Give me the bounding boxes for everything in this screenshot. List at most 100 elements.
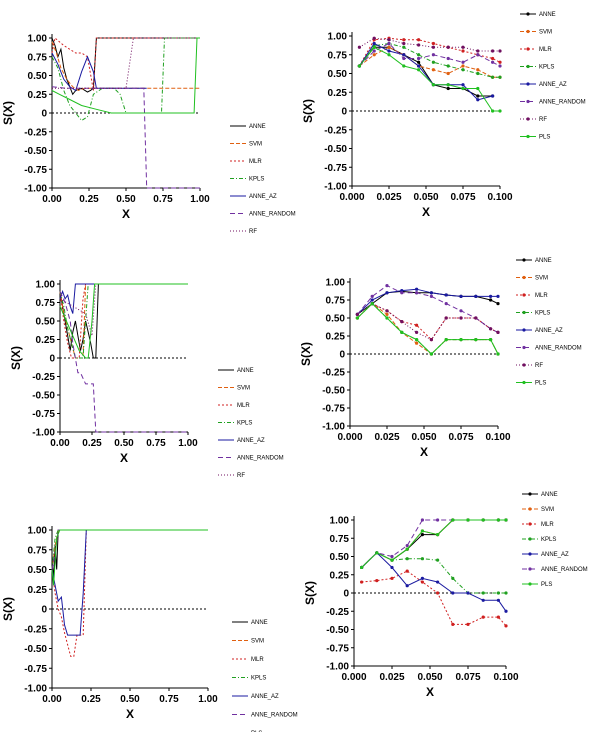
data-point [498,60,502,64]
y-tick-label: -0.75 [32,409,55,420]
x-tick-label: 0.50 [120,694,140,705]
series-anne-az [355,287,500,316]
legend-label: MLR [237,403,250,409]
data-point [436,558,440,562]
legend-label: ANNE_AZ [539,82,567,88]
y-tick-label: -0.25 [32,372,55,383]
x-axis-label: X [122,207,130,221]
data-point [496,294,500,298]
x-tick-label: 0.050 [417,672,442,683]
x-tick-label: 1.00 [178,438,198,449]
legend-entry: KPLS [218,421,252,427]
x-tick-label: 0.25 [79,194,99,205]
data-point [461,49,465,53]
data-point [357,45,361,49]
series-pls [51,37,200,114]
data-point [390,576,394,580]
data-point [370,294,374,298]
data-point [489,327,493,331]
data-point [415,323,419,327]
legend-entry: ANNE_AZ [522,552,569,558]
series-line [59,291,188,433]
data-point [385,284,389,288]
legend-entry: KPLS [522,537,556,543]
series-mlr [51,529,208,657]
data-point [387,38,391,42]
series-line [51,37,200,122]
legend-label: ANNE_AZ [541,552,569,558]
y-tick-label: -0.75 [324,163,347,174]
legend-entry: ANNE_AZ [218,438,265,444]
y-tick-label: 0 [341,107,347,118]
y-tick-label: 0.75 [330,534,350,545]
data-point [400,330,404,334]
data-point [405,569,409,573]
series-line [59,283,188,359]
x-tick-label: 0.050 [411,432,436,443]
series-line [361,519,506,568]
y-axis-label: S(X) [303,581,317,605]
data-point [489,294,493,298]
legend-label: KPLS [539,65,554,71]
series-line [51,529,208,578]
y-tick-label: -0.75 [322,404,345,415]
data-point [420,529,424,533]
y-tick-label: 0 [41,605,47,616]
legend-entry: MLR [230,159,262,165]
legend-label: MLR [535,293,548,299]
legend-label: KPLS [541,537,556,543]
series-mlr [51,37,200,91]
y-tick-label: 0.50 [36,317,56,328]
y-tick-label: 0.75 [28,52,48,63]
y-tick-label: -1.00 [326,662,349,673]
data-point [466,518,470,522]
series-line [59,283,188,359]
series-anne [51,37,200,96]
series-anne [59,283,188,359]
data-point [451,518,455,522]
data-point [385,291,389,295]
series-rf [357,36,502,53]
data-point [476,53,480,57]
data-point [385,312,389,316]
data-point [390,558,394,562]
data-point [489,298,493,302]
data-point [451,591,455,595]
data-point [420,576,424,580]
x-tick-label: 0.100 [485,432,510,443]
series-line [361,519,506,568]
legend-entry: ANNE [522,492,558,498]
data-point [429,338,433,342]
data-point [360,565,364,570]
series-line [358,42,500,78]
series-line [357,302,499,341]
x-axis-label: X [422,205,430,219]
data-point [431,68,435,72]
data-point [417,38,421,42]
series-line [358,42,493,101]
data-point [436,533,440,537]
series-line [51,37,200,96]
data-point [496,598,500,602]
data-point [405,547,409,551]
data-point [415,338,419,342]
legend-label: ANNE_RANDOM [249,212,296,218]
data-point [431,60,435,64]
x-tick-label: 0.075 [448,432,473,443]
x-tick-label: 0.50 [114,438,134,449]
y-tick-label: -1.00 [32,428,55,439]
series-anne-az [360,551,508,613]
data-point [504,518,508,522]
data-point [429,291,433,295]
legend-entry: ANNE_AZ [520,82,567,88]
series-line [357,290,499,315]
data-point [405,557,409,561]
y-tick-label: -0.25 [24,624,47,635]
data-point [436,591,440,595]
data-point [446,71,450,76]
series-line [52,37,200,89]
legend-entry: SVM [516,276,548,282]
x-tick-label: 0.00 [42,194,62,205]
legend-entry: SVM [218,386,250,392]
